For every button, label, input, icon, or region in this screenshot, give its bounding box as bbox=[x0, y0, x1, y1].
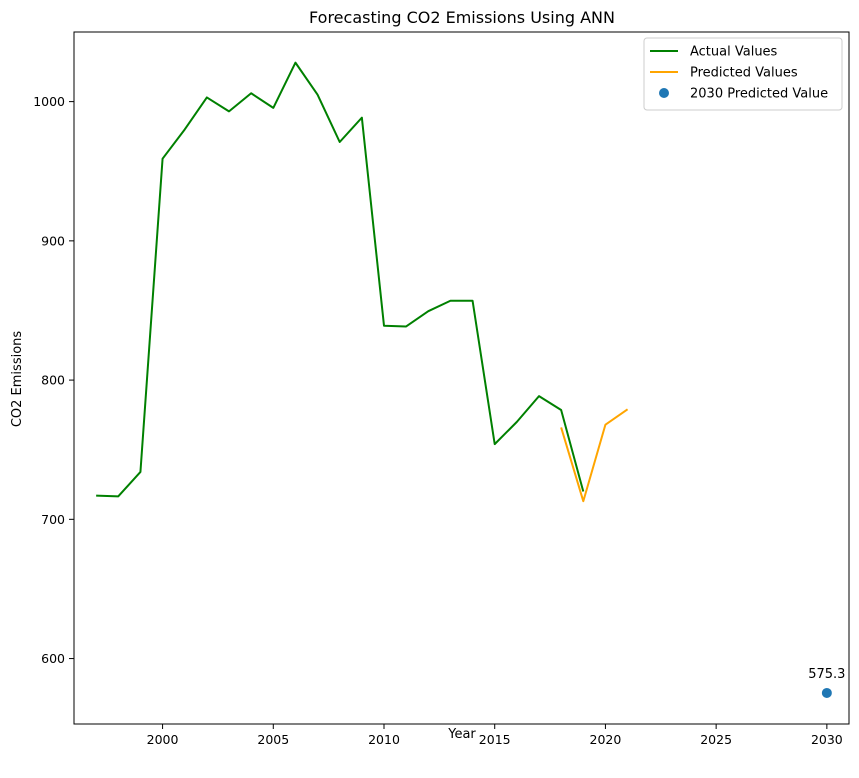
series-line-2 bbox=[560, 408, 629, 503]
y-axis-label: CO2 Emissions bbox=[10, 331, 25, 428]
x-tick-label: 2005 bbox=[257, 732, 289, 747]
y-tick-label: 800 bbox=[41, 373, 65, 388]
y-tick-label: 600 bbox=[41, 651, 65, 666]
chart-title: Forecasting CO2 Emissions Using ANN bbox=[309, 8, 615, 27]
x-tick-label: 2030 bbox=[811, 732, 843, 747]
series-line-1 bbox=[96, 61, 585, 498]
scatter-point bbox=[821, 687, 832, 698]
x-tick-label: 2015 bbox=[479, 732, 511, 747]
legend-label: Predicted Values bbox=[690, 66, 798, 81]
plot-frame bbox=[73, 31, 850, 725]
y-tick-label: 1000 bbox=[33, 94, 65, 109]
legend-label: Actual Values bbox=[690, 45, 778, 60]
legend-label: 2030 Predicted Value bbox=[690, 87, 828, 102]
legend-box bbox=[643, 37, 843, 111]
x-tick-label: 2010 bbox=[368, 732, 400, 747]
y-tick-label: 900 bbox=[41, 233, 65, 248]
y-tick-label: 700 bbox=[41, 512, 65, 527]
point-annotation: 575.3 bbox=[808, 667, 845, 682]
legend: Actual Values Predicted Values 2030 Predic… bbox=[643, 37, 843, 111]
x-axis-label: Year bbox=[447, 727, 476, 742]
legend-swatch-marker bbox=[659, 88, 669, 98]
axes: 2000 2005 2010 2015 2020 2025 2030 600 700 800 900… bbox=[33, 31, 850, 747]
x-tick-label: 2000 bbox=[147, 732, 179, 747]
plot-area: 575.3 bbox=[96, 61, 845, 698]
x-tick-label: 2020 bbox=[590, 732, 622, 747]
x-tick-label: 2025 bbox=[700, 732, 732, 747]
